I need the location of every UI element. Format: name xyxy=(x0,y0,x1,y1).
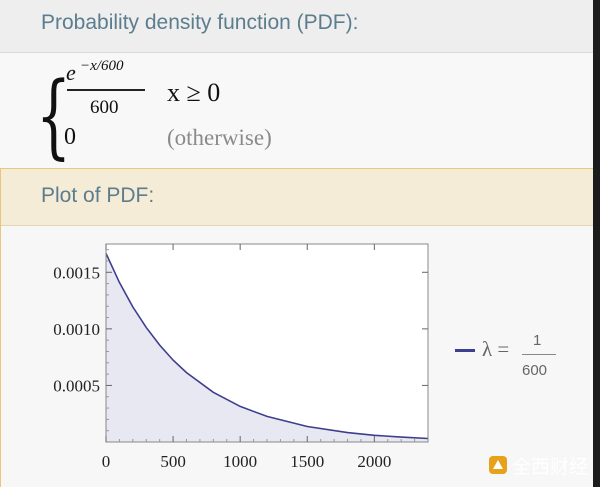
legend-swatch xyxy=(455,349,475,352)
x-tick-label-500: 500 xyxy=(160,452,186,471)
pdf-curve xyxy=(105,253,429,440)
right-edge-strip xyxy=(593,0,600,487)
y-tick-label-0.0015: 0.0015 xyxy=(53,263,100,282)
zero-value: 0 xyxy=(64,124,76,150)
pdf-pod-body xyxy=(0,53,593,169)
y-tick-label-0.0010: 0.0010 xyxy=(53,320,100,339)
numerator-base: e xyxy=(66,60,76,85)
legend-fraction-denominator: 600 xyxy=(522,362,548,379)
otherwise-text: (otherwise) xyxy=(167,125,272,150)
x-tick-label-1000: 1000 xyxy=(223,452,257,471)
y-tick-label-0.0005: 0.0005 xyxy=(53,376,100,395)
watermark-logo-icon xyxy=(489,456,507,474)
x-tick-label-0: 0 xyxy=(102,452,111,471)
condition-text: x ≥ 0 xyxy=(167,78,221,107)
watermark: 全西财经 xyxy=(488,453,589,478)
legend-fraction-numerator: 1 xyxy=(533,332,542,349)
x-tick-label-1500: 1500 xyxy=(290,452,324,471)
fraction-bar xyxy=(67,89,145,91)
x-tick-label-2000: 2000 xyxy=(357,452,391,471)
pdf-pod-title: Probability density function (PDF): xyxy=(41,11,359,34)
denominator: 600 xyxy=(90,97,119,118)
pdf-pod-header: Probability density function (PDF): xyxy=(0,0,593,53)
plot-pod-title: Plot of PDF: xyxy=(41,184,155,207)
pdf-area-fill xyxy=(106,253,428,442)
legend-label: λ = xyxy=(482,337,510,361)
numerator-exponent: −x/600 xyxy=(80,58,124,74)
watermark-text: 全西财经 xyxy=(512,455,589,478)
plot-pod-header: Plot of PDF: xyxy=(1,169,593,226)
piecewise-brace: { xyxy=(36,62,72,169)
legend-fraction-bar xyxy=(522,354,556,355)
